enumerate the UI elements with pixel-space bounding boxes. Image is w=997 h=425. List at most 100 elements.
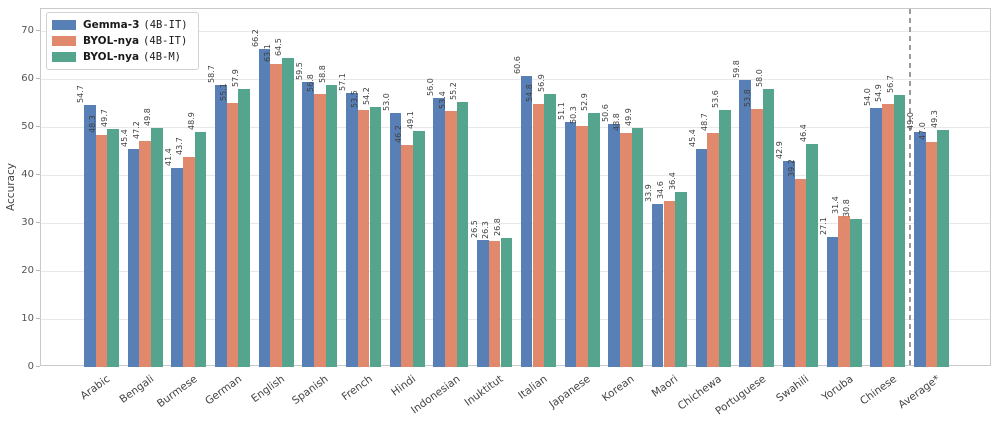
legend-series-variant: (4B-IT) (143, 19, 188, 31)
y-tick-mark (36, 366, 40, 367)
bar-value-label: 47.2 (131, 120, 141, 139)
bar (870, 107, 882, 367)
bar-value-label: 41.4 (163, 148, 173, 167)
bar (608, 124, 620, 367)
bar-value-label: 26.8 (492, 218, 502, 237)
bar-value-label: 33.9 (644, 184, 654, 203)
bar (127, 149, 140, 367)
bar (226, 102, 239, 367)
x-tick-label: English (249, 373, 288, 405)
y-tick-mark (36, 270, 40, 271)
bar (302, 81, 315, 367)
bar (631, 127, 644, 367)
bar-value-label: 26.5 (469, 219, 479, 238)
bar-value-label: 53.5 (350, 90, 360, 109)
y-tick-label: 40 (21, 168, 34, 180)
x-tick-label: Maori (649, 373, 681, 400)
bar (675, 192, 687, 367)
bar-value-label: 57.1 (338, 73, 348, 91)
bar-value-label: 57.9 (230, 69, 240, 88)
bar (314, 94, 326, 367)
bar (619, 132, 632, 367)
bar-value-label: 59.8 (731, 60, 741, 78)
bar-value-label: 56.0 (425, 78, 435, 97)
y-tick-label: 0 (27, 360, 34, 372)
bar (893, 94, 906, 367)
gridline (41, 223, 990, 224)
bar-value-label: 58.7 (207, 65, 217, 84)
bar (826, 236, 839, 367)
bar (925, 141, 938, 367)
bar-value-label: 50.3 (568, 105, 578, 124)
bar-value-label: 49.9 (623, 107, 633, 126)
bar (806, 144, 818, 367)
bar-value-label: 58.8 (318, 64, 328, 83)
bar (215, 85, 227, 367)
bar (794, 178, 807, 367)
bar (707, 133, 719, 367)
legend-swatch (52, 52, 76, 62)
bar-value-label: 56.8 (306, 74, 316, 93)
bar (718, 109, 731, 367)
legend-label: Gemma-3 (4B-IT) (83, 19, 188, 31)
x-tick-label: Korean (600, 373, 637, 405)
bar-value-label: 64.5 (274, 37, 284, 56)
bar-value-label: 39.2 (786, 159, 796, 177)
bar (564, 121, 577, 367)
x-tick-label: Inuktitut (462, 373, 506, 409)
bar (369, 106, 382, 367)
bar-value-label: 56.7 (886, 75, 895, 93)
bar-value-label: 45.4 (687, 129, 697, 148)
bar-value-label: 51.1 (556, 101, 566, 120)
bar-value-label: 58.0 (755, 68, 764, 87)
y-tick-mark (36, 78, 40, 80)
legend-series-name: Gemma-3 (83, 19, 140, 31)
bar-value-label: 53.6 (711, 89, 721, 108)
legend-label: BYOL-nya (4B-M) (83, 51, 181, 63)
bar-value-label: 55.2 (449, 82, 459, 101)
bar (576, 125, 588, 367)
bar-value-label: 55.1 (219, 82, 229, 101)
bar-value-label: 63.1 (262, 44, 272, 63)
legend-swatch (52, 20, 76, 30)
bar (488, 240, 501, 367)
bar-value-label: 53.4 (437, 90, 447, 109)
bar-value-label: 54.7 (76, 84, 86, 103)
bar (171, 168, 183, 367)
bar-value-label: 48.7 (699, 113, 709, 132)
x-tick-label: Italian (515, 373, 550, 402)
bar (782, 161, 795, 367)
x-tick-label: Chinese (857, 373, 899, 408)
bar (151, 128, 163, 367)
bar (762, 88, 775, 367)
y-tick-label: 70 (21, 24, 34, 36)
legend-item: BYOL-nya (4B-IT) (52, 35, 188, 47)
bar-value-label: 30.8 (842, 199, 852, 218)
bar (477, 239, 489, 367)
bar (83, 104, 96, 367)
bar-value-label: 42.9 (775, 141, 785, 160)
x-tick-label: Bengali (117, 373, 157, 406)
bar-value-label: 49.7 (99, 108, 109, 127)
y-tick-mark (36, 222, 40, 223)
bar-value-label: 27.1 (818, 217, 828, 235)
bar-value-label: 59.5 (294, 61, 304, 80)
average-separator-line (908, 9, 911, 365)
bar (739, 80, 751, 367)
bar (433, 98, 446, 367)
y-tick-mark (36, 30, 40, 32)
gridline (41, 271, 990, 272)
y-tick-label: 30 (21, 216, 34, 228)
bar (357, 110, 370, 367)
gridline (41, 31, 990, 33)
bar (838, 216, 850, 367)
bar-value-label: 48.3 (88, 115, 97, 134)
bar (695, 149, 708, 367)
bar-value-label: 43.7 (175, 137, 185, 156)
bar (325, 84, 338, 367)
bar-value-label: 46.2 (393, 125, 403, 144)
x-tick-label: Spanish (290, 373, 331, 408)
bar-value-label: 26.3 (481, 220, 491, 239)
bar (389, 112, 402, 367)
